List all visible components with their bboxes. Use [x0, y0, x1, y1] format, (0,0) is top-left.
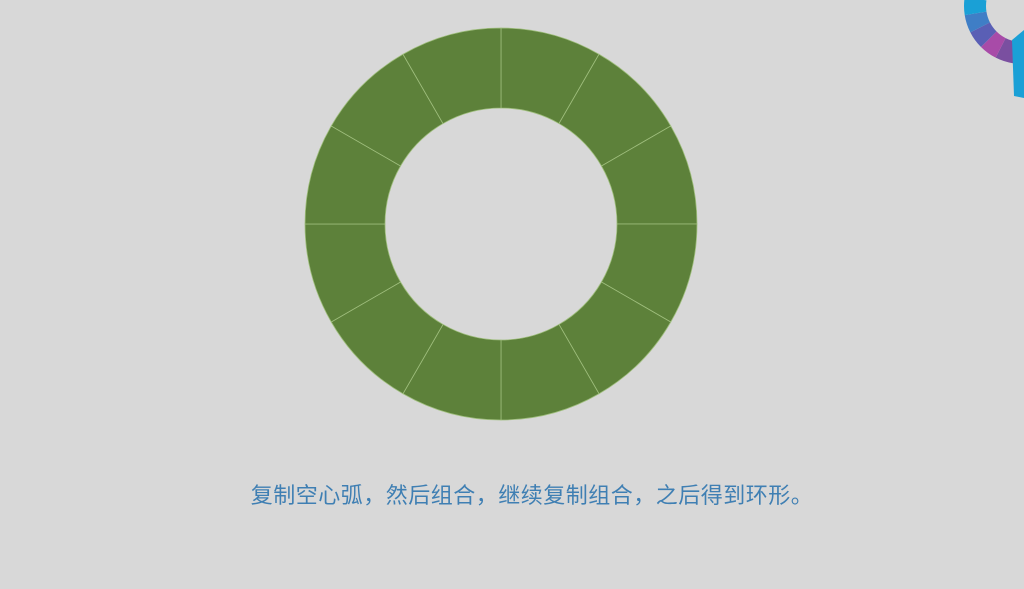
ring-diagram — [304, 27, 698, 421]
ring-segment — [402, 27, 502, 125]
logo-arc-segment — [964, 11, 990, 33]
logo-arc-segment — [963, 0, 987, 16]
logo-wedge — [1012, 30, 1024, 98]
logo-arc-segment — [980, 31, 1006, 58]
logo-arc-segment — [970, 22, 997, 48]
logo-arc-segment — [995, 38, 1017, 64]
corner-logo — [963, 0, 1024, 98]
slide-caption: 复制空心弧，然后组合，继续复制组合，之后得到环形。 — [250, 484, 814, 509]
